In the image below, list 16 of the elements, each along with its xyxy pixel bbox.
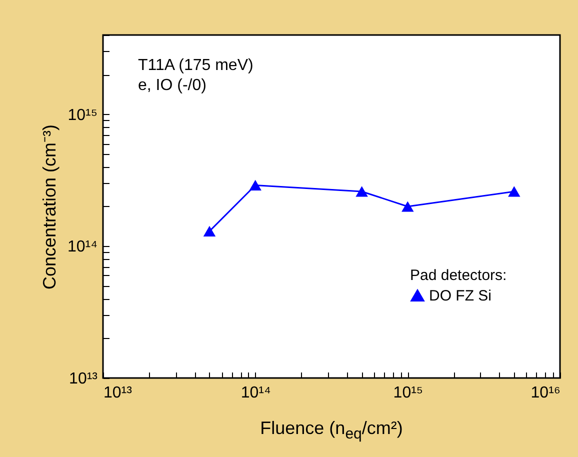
legend-title: Pad detectors: [410,267,507,284]
point [203,226,216,236]
x-tick-label: 10¹⁴ [240,384,271,402]
annotation: e, IO (-/0) [138,76,208,96]
x-axis-title: Fluence (n$_{eq}$/cm²) [259,418,404,443]
x-tick-label: 10¹⁵ [393,384,424,402]
point [356,186,368,197]
point [508,186,520,197]
legend-label: DO FZ Si [429,288,492,304]
x-tick-label: 10¹⁶ [530,384,560,402]
y-tick-label: 10¹³ [69,370,98,388]
x-tick-label: 10¹³ [104,384,133,402]
y-tick-label: 10¹⁵ [68,106,98,124]
y-tick-label: 10¹⁴ [68,238,98,256]
annotation: T11A (175 meV) [138,56,254,76]
y-axis-title: Concentration (cm⁻³) [40,124,60,290]
